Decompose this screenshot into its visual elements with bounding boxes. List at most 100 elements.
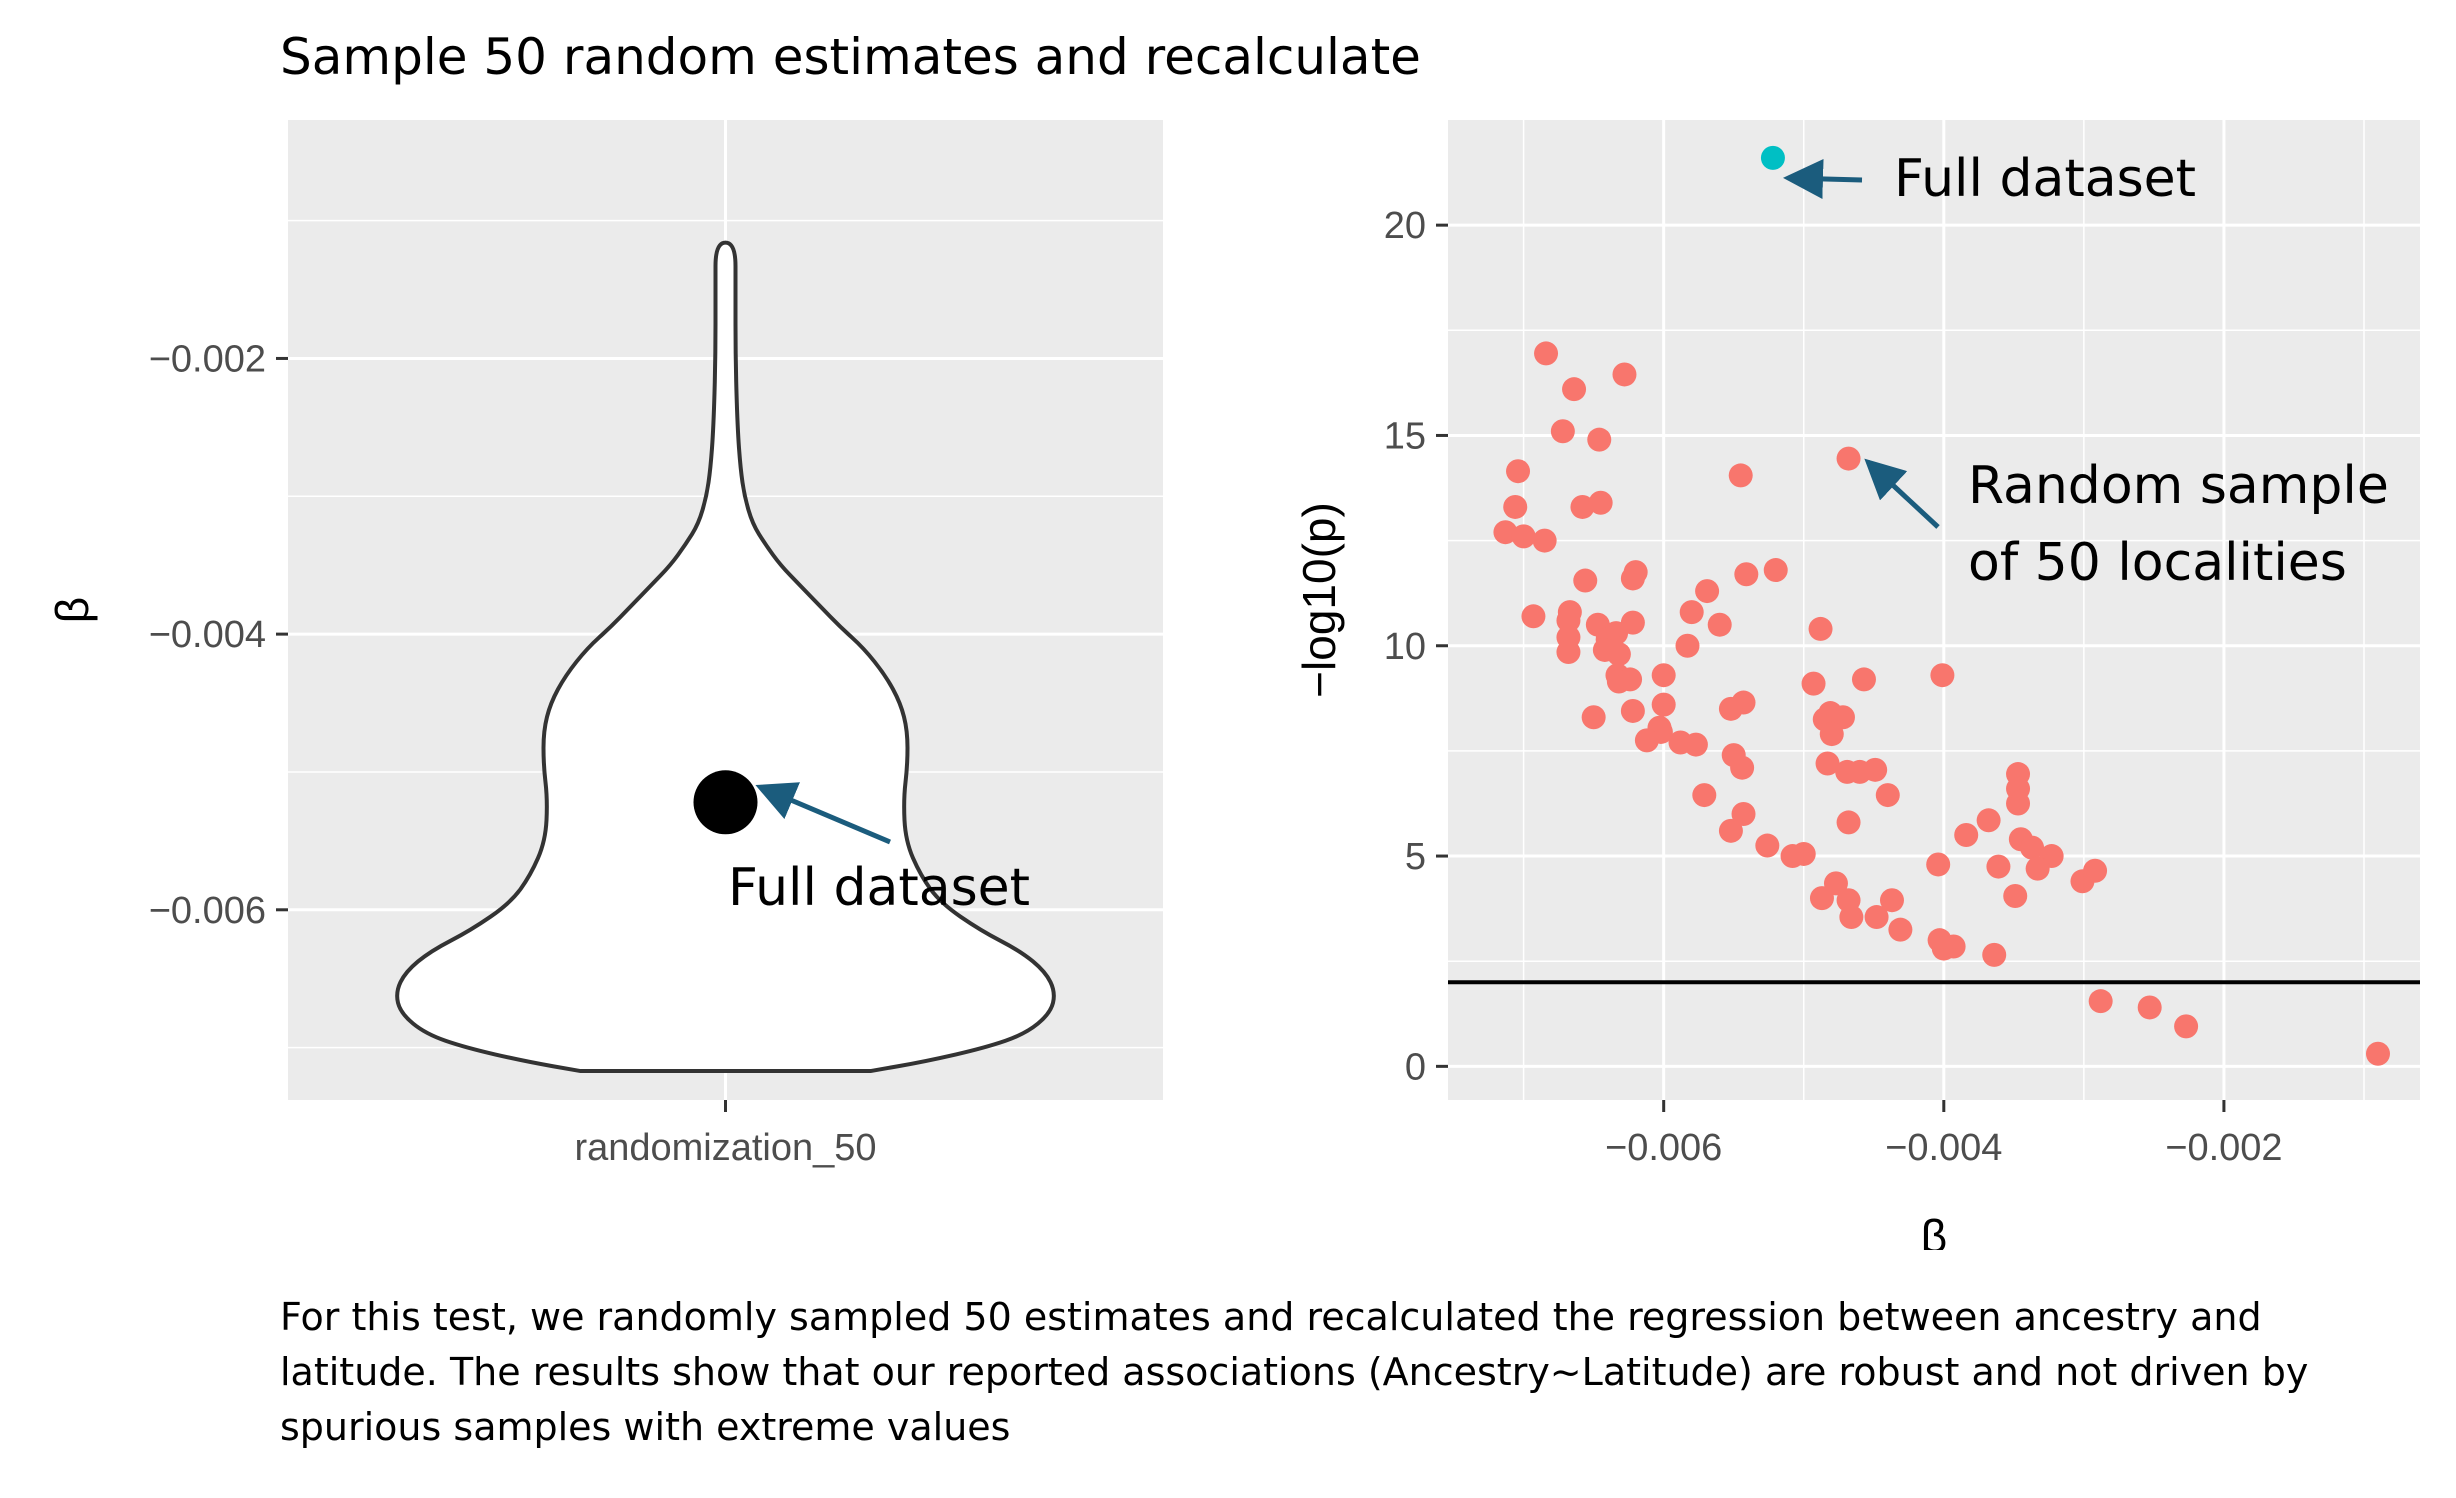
y-tick-label: −0.002 bbox=[149, 338, 266, 380]
x-tick-label: −0.004 bbox=[1885, 1127, 2002, 1169]
random-sample-point bbox=[1875, 783, 1900, 808]
scatter-x-ticks: −0.006 −0.004 −0.002 bbox=[1605, 1100, 2283, 1169]
random-sample-point bbox=[1587, 427, 1612, 452]
violin-y-ticks: −0.006 −0.004 −0.002 bbox=[149, 338, 288, 932]
full-dataset-point bbox=[1760, 145, 1785, 170]
random-sample-label-line2: of 50 localities bbox=[1968, 533, 2347, 593]
random-sample-point bbox=[1581, 705, 1606, 730]
random-sample-point bbox=[1675, 633, 1700, 658]
random-sample-point bbox=[1954, 823, 1979, 848]
random-sample-label: Random sample bbox=[1968, 456, 2389, 516]
random-sample-point bbox=[1532, 528, 1557, 553]
y-tick-label: 15 bbox=[1384, 415, 1426, 457]
random-sample-point bbox=[1728, 463, 1753, 488]
random-sample-point bbox=[2137, 995, 2162, 1020]
random-sample-point bbox=[1976, 808, 2001, 833]
figure-caption: For this test, we randomly sampled 50 es… bbox=[280, 1295, 2309, 1449]
random-sample-point bbox=[1588, 490, 1613, 515]
random-sample-point bbox=[1819, 722, 1844, 747]
random-sample-point bbox=[2174, 1014, 2199, 1039]
random-sample-point bbox=[2088, 989, 2113, 1014]
random-sample-point bbox=[1815, 751, 1840, 776]
random-sample-point bbox=[1562, 377, 1587, 402]
random-sample-point bbox=[1534, 341, 1559, 366]
random-sample-point bbox=[1511, 524, 1536, 549]
random-sample-point bbox=[1718, 696, 1743, 721]
y-tick-label: 0 bbox=[1405, 1046, 1426, 1088]
random-sample-point bbox=[1683, 732, 1708, 757]
random-sample-point bbox=[1941, 934, 1966, 959]
full-dataset-label: Full dataset bbox=[1894, 149, 2196, 209]
full-dataset-label: Full dataset bbox=[728, 858, 1030, 918]
violin-x-ticks: randomization_50 bbox=[574, 1100, 877, 1169]
random-sample-point bbox=[1851, 667, 1876, 692]
full-dataset-arrow bbox=[755, 782, 891, 845]
random-sample-point bbox=[1556, 608, 1581, 633]
random-sample-point bbox=[1493, 520, 1518, 545]
random-sample-point bbox=[1791, 841, 1816, 866]
random-sample-point bbox=[1521, 604, 1546, 629]
scatter-y-axis-label: −log10(p) bbox=[1293, 502, 1345, 698]
random-sample-point bbox=[2006, 791, 2031, 816]
random-sample-point bbox=[1620, 566, 1645, 591]
random-sample-point bbox=[1731, 801, 1756, 826]
violin-shape bbox=[395, 240, 1056, 1074]
random-sample-point bbox=[1879, 888, 1904, 913]
random-sample-point bbox=[1707, 612, 1732, 637]
random-sample-point bbox=[1801, 671, 1826, 696]
random-sample-point bbox=[1679, 600, 1704, 625]
random-sample-point bbox=[1839, 905, 1864, 930]
x-tick-label: randomization_50 bbox=[574, 1127, 876, 1169]
random-sample-point bbox=[1986, 854, 2011, 879]
random-sample-point bbox=[1651, 692, 1676, 717]
x-tick-label: −0.006 bbox=[1605, 1127, 1722, 1169]
random-sample-point bbox=[1982, 942, 2007, 967]
random-sample-point bbox=[1718, 818, 1743, 843]
random-sample-point bbox=[1763, 558, 1788, 583]
random-sample-point bbox=[1730, 755, 1755, 780]
random-sample-point bbox=[1692, 783, 1717, 808]
random-sample-point bbox=[1864, 905, 1889, 930]
scatter-points bbox=[1493, 341, 2390, 1066]
random-sample-point bbox=[2365, 1041, 2390, 1066]
full-dataset-point bbox=[693, 770, 758, 835]
random-sample-point bbox=[2070, 869, 2095, 894]
random-sample-point bbox=[1808, 616, 1833, 641]
random-sample-point bbox=[1755, 833, 1780, 858]
random-sample-point bbox=[1618, 667, 1643, 692]
random-sample-point bbox=[1863, 757, 1888, 782]
random-sample-point bbox=[1550, 419, 1575, 444]
figure-title: Sample 50 random estimates and recalcula… bbox=[280, 28, 1421, 86]
y-tick-label: 5 bbox=[1405, 836, 1426, 878]
random-sample-point bbox=[1612, 362, 1637, 387]
random-sample-point bbox=[1930, 663, 1955, 688]
random-sample-point bbox=[1503, 494, 1528, 519]
y-tick-label: −0.006 bbox=[149, 890, 266, 932]
random-sample-point bbox=[1506, 459, 1531, 484]
y-tick-label: 10 bbox=[1384, 626, 1426, 668]
full-dataset-arrow bbox=[1783, 158, 1863, 199]
random-sample-point bbox=[1809, 886, 1834, 911]
random-sample-point bbox=[2025, 856, 2050, 881]
x-tick-label: −0.002 bbox=[2165, 1127, 2282, 1169]
random-sample-point bbox=[1634, 728, 1659, 753]
violin-panel: Full dataset −0.006 −0.004 −0.002 randomiz… bbox=[46, 120, 1163, 1169]
random-sample-point bbox=[1573, 568, 1598, 593]
random-sample-point bbox=[1606, 642, 1631, 667]
random-sample-point bbox=[2003, 884, 2028, 909]
random-sample-point bbox=[1556, 640, 1581, 665]
random-sample-point bbox=[1926, 852, 1951, 877]
violin-y-axis-label: β bbox=[46, 597, 98, 623]
random-sample-point bbox=[1888, 917, 1913, 942]
random-sample-arrow bbox=[1864, 458, 1940, 529]
scatter-panel: Full dataset Random sample of 50 localit… bbox=[1293, 120, 2420, 1250]
random-sample-point bbox=[2020, 835, 2045, 860]
random-sample-point bbox=[1830, 705, 1855, 730]
random-sample-point bbox=[1836, 446, 1861, 471]
random-sample-point bbox=[1695, 579, 1720, 604]
scatter-y-ticks: 0 5 10 15 20 bbox=[1384, 205, 1448, 1088]
random-sample-point bbox=[1836, 810, 1861, 835]
charts-svg: Full dataset −0.006 −0.004 −0.002 randomiz… bbox=[46, 120, 2420, 1250]
random-sample-point bbox=[1620, 698, 1645, 723]
